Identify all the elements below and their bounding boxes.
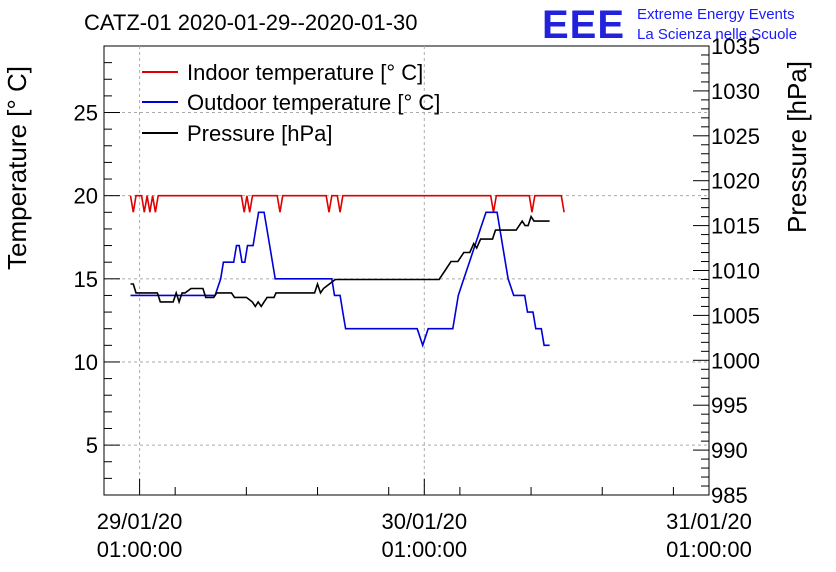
axis-ticks: 29/01/20 01:00:00 30/01/20 01:00:00 31/01/20… <box>74 34 760 562</box>
x-tick-label: 29/01/20 <box>97 509 183 534</box>
y-axis-label: Temperature [° C] <box>2 66 32 270</box>
y2-axis-label: Pressure [hPa] <box>782 61 812 233</box>
y-tick-label: 25 <box>74 101 98 126</box>
pressure-legend-label: Pressure [hPa] <box>187 121 333 146</box>
x-tick-label: 01:00:00 <box>666 537 752 562</box>
logo-line2: La Scienza nelle Scuole <box>637 26 797 43</box>
y2-tick-label: 990 <box>711 438 748 463</box>
x-tick-label: 31/01/20 <box>666 509 752 534</box>
y2-tick-label: 1025 <box>711 124 760 149</box>
y2-tick-label: 1035 <box>711 34 760 59</box>
outdoor-series-line <box>130 211 550 348</box>
logo-mark: EEE <box>542 3 625 47</box>
pressure-series-line <box>130 214 550 308</box>
indoor-series-line <box>129 194 565 213</box>
y2-tick-label: 1000 <box>711 348 760 373</box>
y-tick-label: 15 <box>74 267 98 292</box>
outdoor-legend-label: Outdoor temperature [° C] <box>187 90 440 115</box>
y2-tick-label: 1005 <box>711 303 760 328</box>
x-tick-label: 01:00:00 <box>97 537 183 562</box>
y2-tick-label: 1020 <box>711 169 760 194</box>
legend: Indoor temperature [° C] Outdoor temperat… <box>142 60 440 146</box>
y2-tick-label: 985 <box>711 483 748 508</box>
x-tick-label: 01:00:00 <box>381 537 467 562</box>
y-tick-label: 20 <box>74 184 98 209</box>
y2-tick-label: 995 <box>711 393 748 418</box>
eee-logo: EEE Extreme Energy Events La Scienza nel… <box>542 3 797 47</box>
x-tick-label: 30/01/20 <box>381 509 467 534</box>
y2-tick-label: 1010 <box>711 259 760 284</box>
y-tick-label: 10 <box>74 350 98 375</box>
indoor-legend-label: Indoor temperature [° C] <box>187 60 423 85</box>
logo-line1: Extreme Energy Events <box>637 6 795 23</box>
y2-tick-label: 1030 <box>711 79 760 104</box>
y-tick-label: 5 <box>86 433 98 458</box>
series-layer <box>129 194 565 348</box>
y2-tick-label: 1015 <box>711 214 760 239</box>
chart-title: CATZ-01 2020-01-29--2020-01-30 <box>84 10 417 35</box>
